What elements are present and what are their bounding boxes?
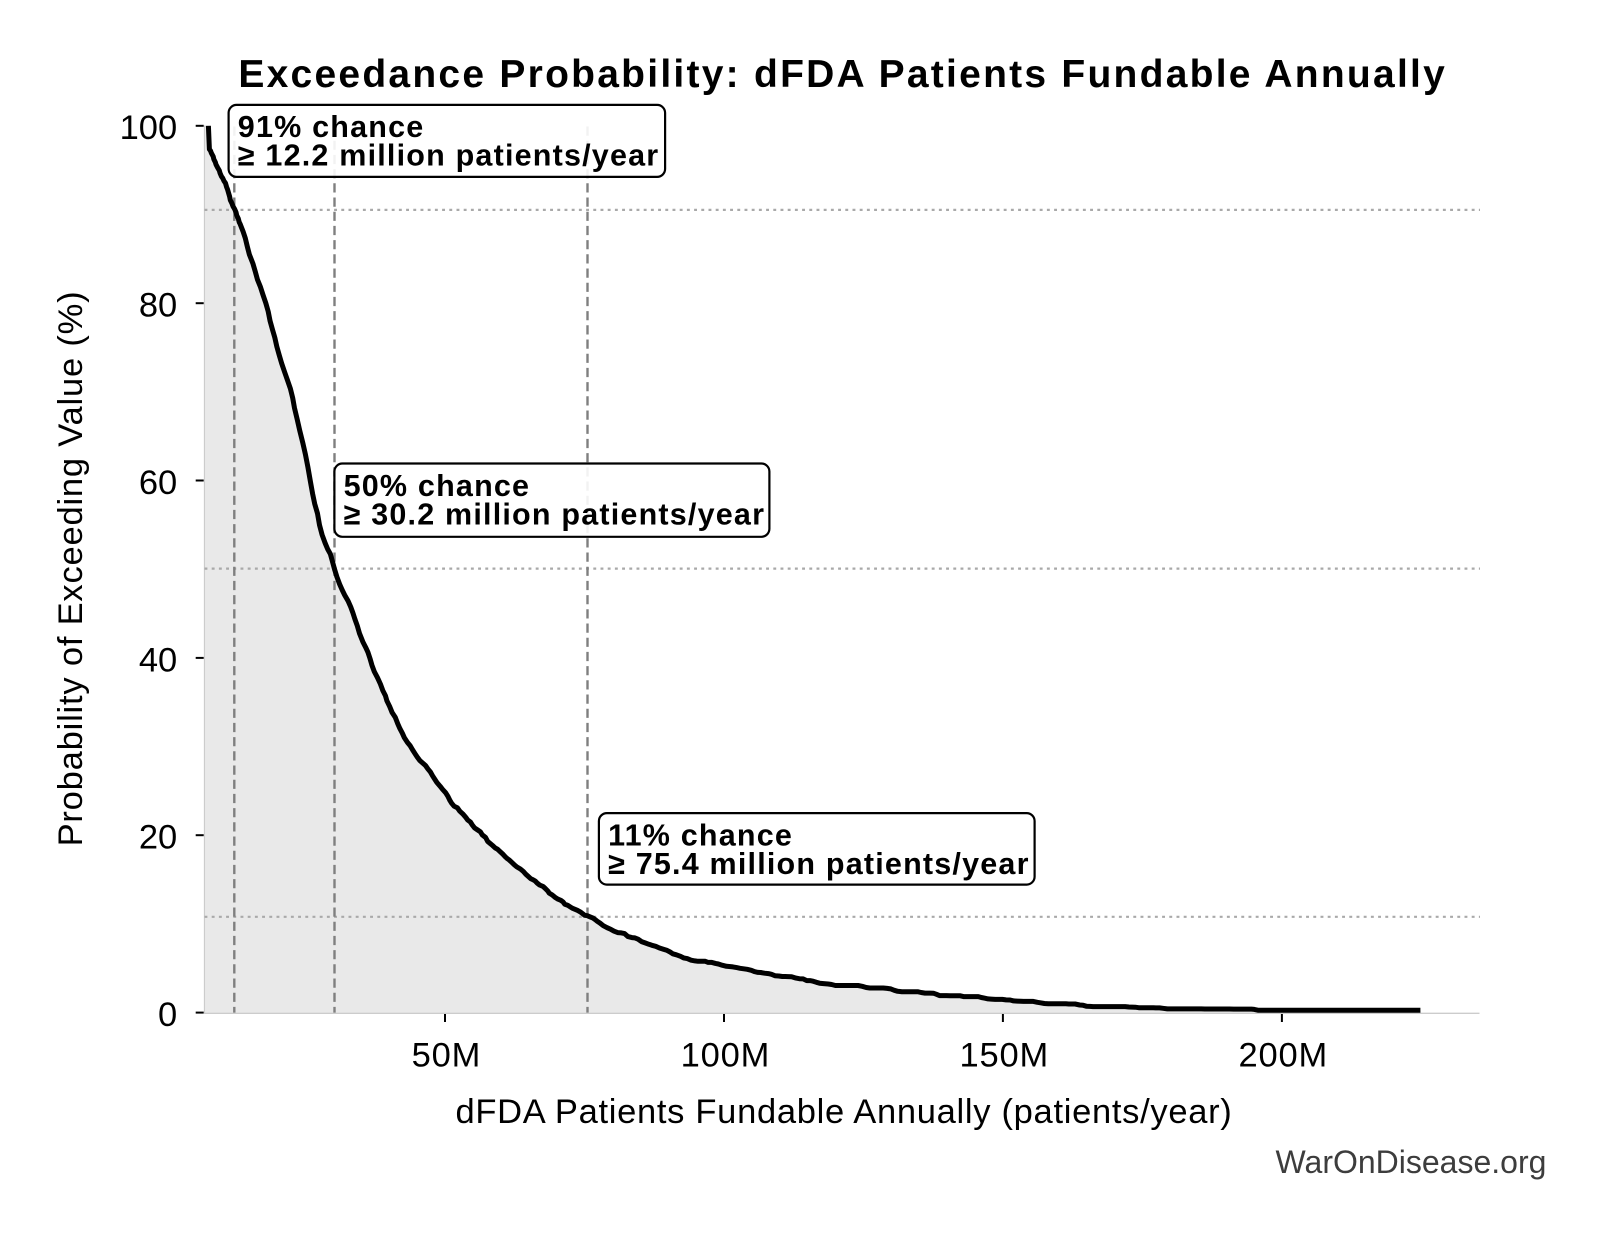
svg-text:100: 100 <box>120 109 178 147</box>
svg-text:80: 80 <box>139 287 177 325</box>
svg-text:50M: 50M <box>412 1036 482 1074</box>
svg-text:0: 0 <box>158 996 177 1034</box>
svg-text:≥ 75.4 million patients/year: ≥ 75.4 million patients/year <box>608 847 1030 881</box>
svg-text:20: 20 <box>139 819 177 857</box>
svg-text:60: 60 <box>139 464 177 502</box>
svg-text:dFDA Patients Fundable Annuall: dFDA Patients Fundable Annually (patient… <box>456 1093 1233 1131</box>
svg-text:11% chance: 11% chance <box>608 818 793 852</box>
svg-text:150M: 150M <box>960 1036 1050 1074</box>
svg-text:40: 40 <box>139 641 177 679</box>
svg-text:≥ 30.2 million patients/year: ≥ 30.2 million patients/year <box>344 497 766 531</box>
svg-text:≥ 12.2 million patients/year: ≥ 12.2 million patients/year <box>238 139 660 173</box>
svg-text:91% chance: 91% chance <box>238 110 425 144</box>
svg-text:Exceedance Probability: dFDA P: Exceedance Probability: dFDA Patients Fu… <box>238 53 1447 96</box>
svg-text:WarOnDisease.org: WarOnDisease.org <box>1276 1144 1547 1180</box>
svg-text:50% chance: 50% chance <box>344 469 531 503</box>
svg-text:100M: 100M <box>681 1036 771 1074</box>
svg-text:200M: 200M <box>1239 1036 1329 1074</box>
svg-text:Probability of Exceeding Value: Probability of Exceeding Value (%) <box>52 291 90 847</box>
